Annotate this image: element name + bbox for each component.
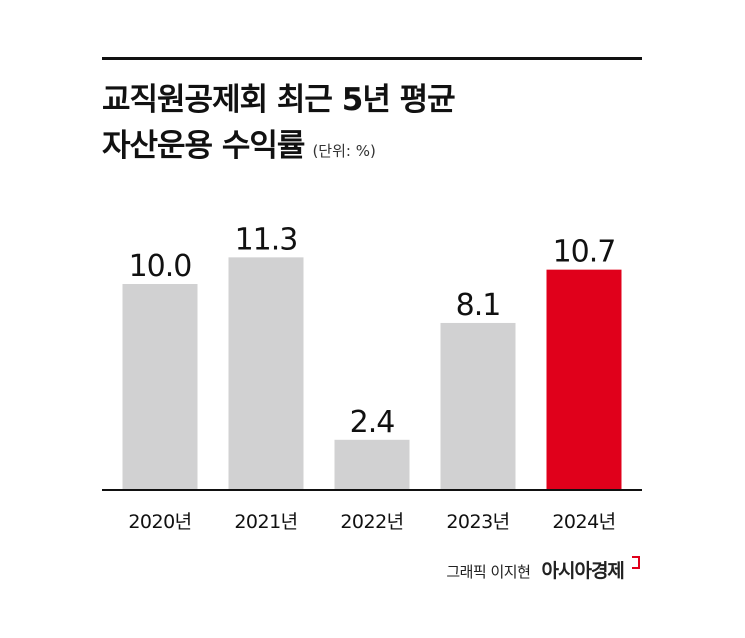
chart-title-line1: 교직원공제회 최근 5년 평균 [102,82,456,118]
top-rule [102,57,642,60]
bar-value-label-3: 8.1 [456,288,501,323]
bar-2 [334,439,410,489]
bar-value-label-4: 10.7 [553,235,616,270]
bar-4 [546,269,622,489]
x-tick-label-4: 2024년 [552,511,615,533]
bar-value-label-0: 10.0 [129,249,192,284]
x-tick-label-3: 2023년 [446,511,509,533]
publisher-logo: 아시아경제 [541,560,625,582]
chart-title-line2: 자산운용 수익률 (단위: %) [102,126,376,171]
bar-value-label-2: 2.4 [350,405,395,440]
bar-1 [228,257,304,489]
unit-label: (단위: %) [312,142,376,160]
bar-3 [440,322,516,489]
x-tick-label-2: 2022년 [340,511,403,533]
bar-0 [122,284,198,489]
logo-mark-icon [632,556,640,569]
x-tick-label-0: 2020년 [128,511,191,533]
credit: 그래픽 이지현 아시아경제 [446,556,640,583]
x-tick-label-1: 2021년 [234,511,297,533]
chart-title-line2-text: 자산운용 수익률 [102,128,305,164]
bar-value-label-1: 11.3 [235,222,298,257]
credit-author: 그래픽 이지현 [446,563,531,581]
